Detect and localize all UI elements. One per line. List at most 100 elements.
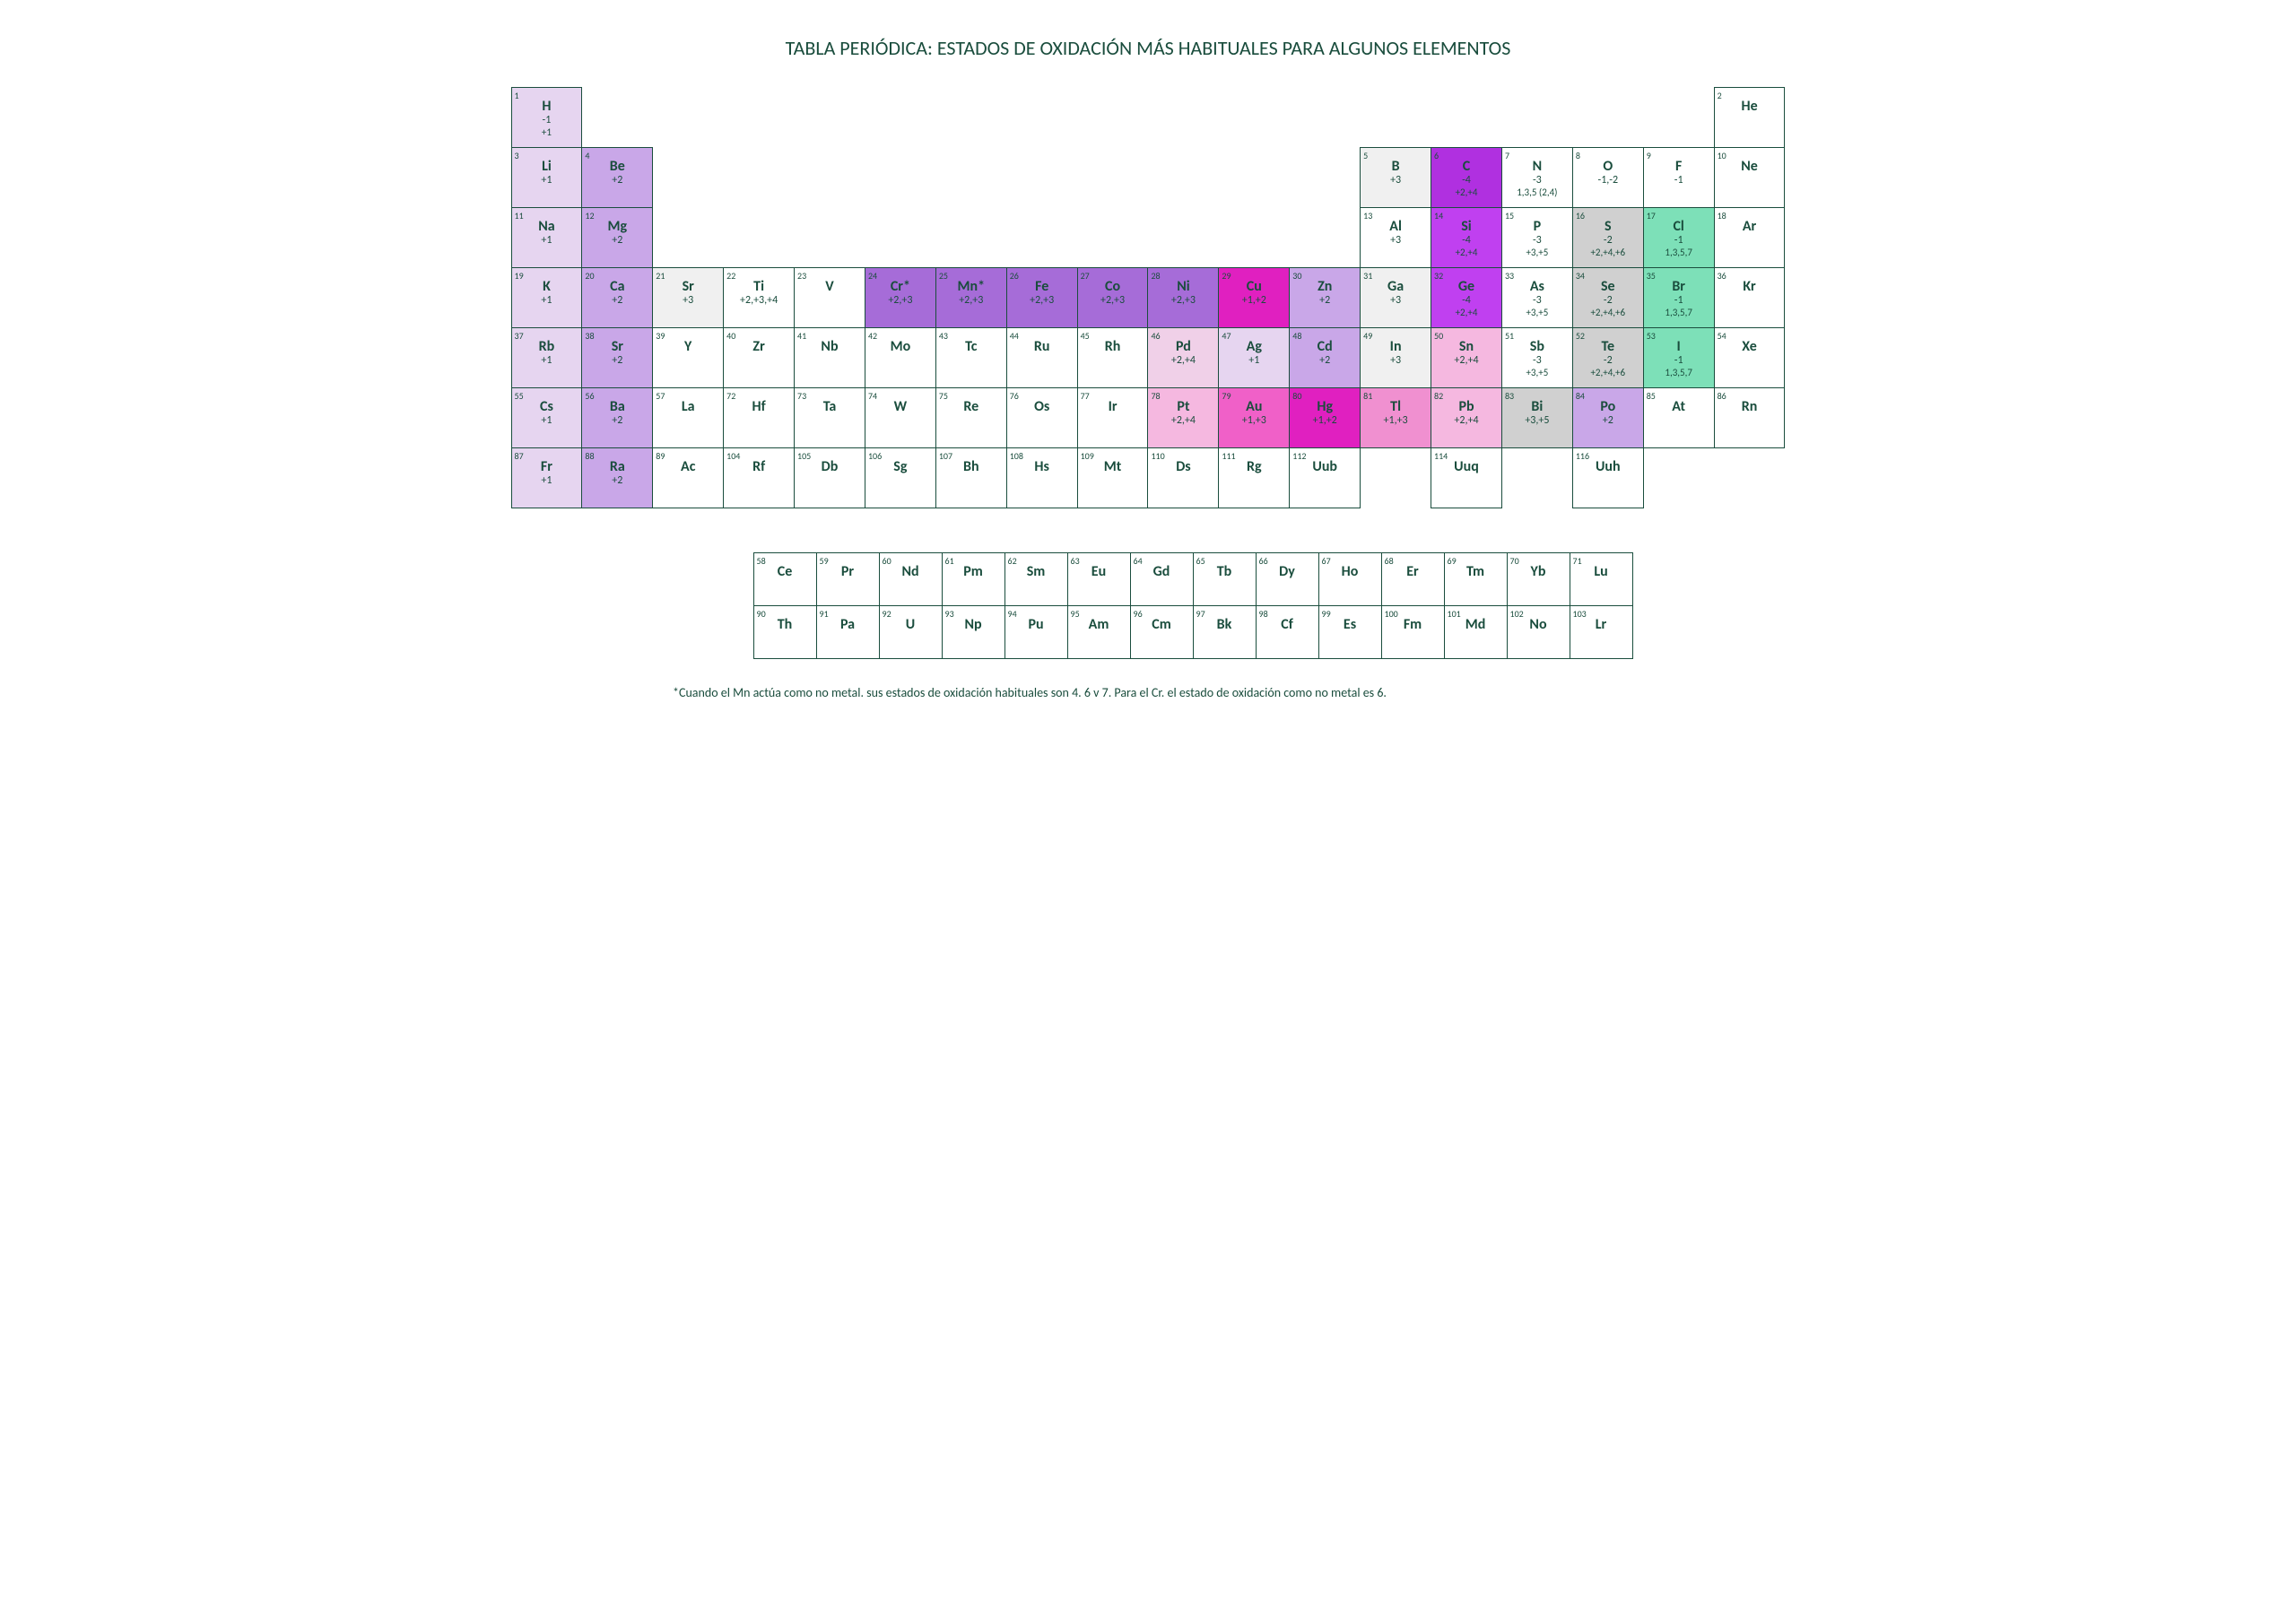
element-cell: 41Nb [794,327,865,388]
atomic-number: 111 [1222,450,1235,462]
atomic-number: 44 [1010,330,1019,342]
element-symbol: S [1605,219,1612,235]
atomic-number: 69 [1448,555,1457,567]
element-symbol: I [1677,339,1681,355]
oxidation-state-2: +2,+4,+6 [1590,367,1625,378]
atomic-number: 32 [1434,270,1443,282]
empty-cell [935,147,1007,208]
element-symbol: Sm [1027,564,1046,580]
oxidation-state-1: +2,+3 [1100,294,1125,307]
element-cell: 14Si-4+2,+4 [1431,207,1502,268]
atomic-number: 92 [883,608,891,620]
element-symbol: Hf [752,399,766,415]
element-symbol: Lr [1596,617,1606,633]
element-cell: 89Ac [652,447,724,508]
element-symbol: Am [1089,617,1109,633]
atomic-number: 16 [1576,210,1585,221]
element-symbol: Cf [1281,617,1293,633]
element-cell: 73Ta [794,387,865,448]
oxidation-state-1: +2 [612,414,622,427]
oxidation-state-2: 1,3,5,7 [1665,307,1692,318]
empty-cell [865,207,936,268]
element-symbol: Rf [752,459,765,475]
element-symbol: Kr [1743,279,1755,295]
element-cell: 93Np [942,605,1005,659]
element-symbol: Al [1389,219,1402,235]
oxidation-state-1: -1 [1674,294,1683,307]
element-symbol: Bi [1531,399,1543,415]
atomic-number: 23 [797,270,806,282]
atomic-number: 28 [1151,270,1160,282]
element-cell: 24Cr*+2,+3 [865,267,936,328]
element-cell: 27Co+2,+3 [1077,267,1149,328]
atomic-number: 10 [1718,150,1726,161]
empty-cell [723,147,795,208]
oxidation-state-1: +2 [612,354,622,367]
element-cell: 26Fe+2,+3 [1006,267,1078,328]
element-symbol: Rh [1105,339,1121,355]
oxidation-state-1: -3 [1533,234,1542,247]
atomic-number: 85 [1647,390,1656,402]
element-symbol: Si [1461,219,1472,235]
element-symbol: Cs [540,399,553,415]
oxidation-state-1: -4 [1462,174,1471,187]
periodic-table-main: 1H-1+12He3Li+14Be+25B+36C-4+2,+47N-31,3,… [511,87,1785,508]
oxidation-state-2: +2,+4 [1456,247,1478,258]
atomic-number: 5 [1363,150,1368,161]
element-symbol: Mt [1104,459,1122,475]
empty-cell [794,207,865,268]
empty-cell [794,87,865,148]
oxidation-state-1: -2 [1604,234,1613,247]
element-symbol: Hg [1317,399,1333,415]
element-cell: 72Hf [723,387,795,448]
atomic-number: 20 [585,270,594,282]
atomic-number: 6 [1434,150,1439,161]
atomic-number: 71 [1573,555,1582,567]
element-cell: 86Rn [1714,387,1786,448]
element-symbol: Ta [823,399,837,415]
atomic-number: 18 [1718,210,1726,221]
element-cell: 5B+3 [1360,147,1431,208]
element-cell: 103Lr [1570,605,1633,659]
atomic-number: 8 [1576,150,1580,161]
atomic-number: 86 [1718,390,1726,402]
atomic-number: 109 [1081,450,1094,462]
atomic-number: 82 [1434,390,1443,402]
element-symbol: Th [778,617,793,633]
oxidation-state-1: +2 [1319,294,1330,307]
element-cell: 22Ti+2,+3,+4 [723,267,795,328]
element-symbol: Uuq [1454,459,1479,475]
atomic-number: 64 [1134,555,1143,567]
element-cell: 61Pm [942,552,1005,606]
empty-cell [865,147,936,208]
empty-cell [1147,207,1219,268]
element-symbol: Y [684,339,691,355]
element-cell: 98Cf [1256,605,1319,659]
atomic-number: 60 [883,555,891,567]
empty-cell [1147,87,1219,148]
oxidation-state-2: +3,+5 [1526,367,1548,378]
empty-cell [652,147,724,208]
oxidation-state-1: -2 [1604,294,1613,307]
oxidation-state-2: +3,+5 [1526,247,1548,258]
oxidation-state-1: -1,-2 [1598,174,1619,187]
atomic-number: 12 [585,210,594,221]
oxidation-state-1: -1 [1674,174,1683,187]
empty-cell [1572,87,1644,148]
atomic-number: 101 [1448,608,1461,620]
element-symbol: F [1675,159,1682,175]
empty-cell [1006,147,1078,208]
element-cell: 110Ds [1147,447,1219,508]
oxidation-state-1: +2 [612,234,622,247]
empty-cell [1714,447,1786,508]
element-symbol: Tl [1390,399,1401,415]
atomic-number: 34 [1576,270,1585,282]
atomic-number: 37 [515,330,524,342]
element-symbol: B [1392,159,1400,175]
element-cell: 90Th [753,605,817,659]
atomic-number: 30 [1292,270,1301,282]
oxidation-state-2: +2,+4,+6 [1590,247,1625,258]
element-cell: 52Te-2+2,+4,+6 [1572,327,1644,388]
element-cell: 17Cl-11,3,5,7 [1643,207,1715,268]
empty-cell [1289,207,1361,268]
